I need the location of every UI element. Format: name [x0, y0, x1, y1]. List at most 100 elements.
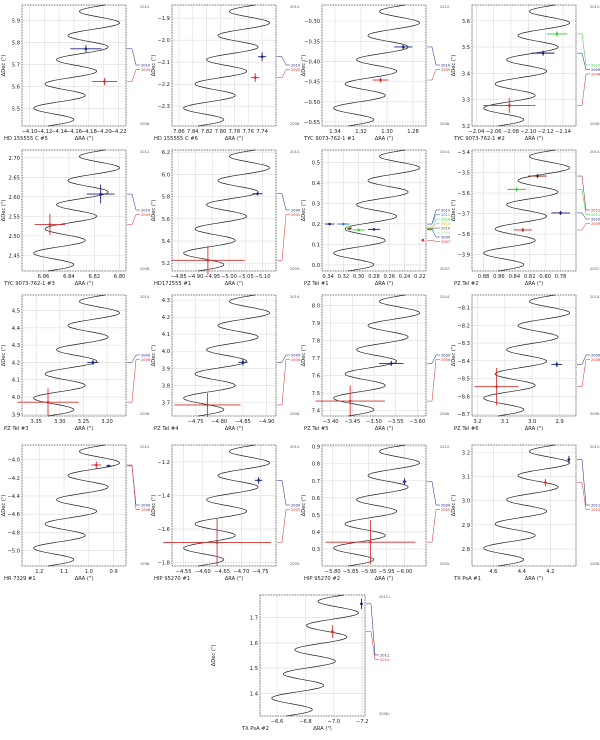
svg-text:TX PsA #1: TX PsA #1 — [453, 576, 481, 582]
svg-text:−4.20: −4.20 — [96, 129, 112, 135]
svg-text:−3.5: −3.5 — [457, 171, 470, 177]
svg-text:3.2: 3.2 — [473, 419, 481, 425]
svg-text:6.86: 6.86 — [38, 274, 50, 280]
svg-text:6.82: 6.82 — [89, 274, 101, 280]
svg-text:4.3: 4.3 — [12, 343, 20, 349]
svg-text:1.28: 1.28 — [407, 129, 419, 135]
svg-text:2009.3: 2009.3 — [291, 209, 300, 213]
svg-text:2012.0: 2012.0 — [290, 445, 300, 449]
svg-text:ΔRA ("): ΔRA (") — [525, 576, 544, 582]
svg-text:−4.80: −4.80 — [211, 419, 227, 425]
svg-text:HR 7329 #1: HR 7329 #1 — [4, 576, 36, 582]
svg-text:2012.0: 2012.0 — [140, 150, 150, 154]
chart-panel: −3.40 −3.45 −3.50 −3.55 −3.60 7.4 7.5 7.6 7.7 7.8… — [300, 290, 459, 435]
svg-text:3.2: 3.2 — [462, 450, 470, 456]
svg-text:2008.0: 2008.0 — [140, 267, 150, 271]
svg-text:−4.8: −4.8 — [7, 530, 20, 536]
svg-text:0.1: 0.1 — [312, 242, 320, 248]
svg-text:2014.0: 2014.0 — [440, 295, 450, 299]
svg-text:1.7: 1.7 — [250, 616, 258, 622]
svg-text:7.8: 7.8 — [312, 339, 320, 345]
svg-text:−2.06: −2.06 — [486, 129, 502, 135]
svg-text:−3.4: −3.4 — [457, 150, 470, 156]
svg-text:5.8: 5.8 — [12, 40, 20, 46]
svg-text:−2.2: −2.2 — [157, 82, 170, 88]
svg-text:0.78: 0.78 — [555, 274, 567, 280]
svg-text:2.70: 2.70 — [8, 156, 20, 162]
svg-text:−4.60: −4.60 — [195, 569, 211, 575]
svg-text:3.4: 3.4 — [462, 71, 471, 77]
svg-text:2009.3: 2009.3 — [441, 68, 450, 72]
svg-text:−4.0: −4.0 — [7, 458, 20, 464]
svg-text:ΔDec ("): ΔDec (") — [211, 645, 217, 667]
svg-text:−2.10: −2.10 — [520, 129, 536, 135]
svg-text:HD172555 #1: HD172555 #1 — [154, 281, 191, 287]
svg-text:ΔDec ("): ΔDec (") — [1, 200, 7, 222]
svg-text:TYC 9073-762-1 #2: TYC 9073-762-1 #2 — [453, 136, 505, 142]
svg-text:0.4: 0.4 — [312, 530, 321, 536]
svg-text:7.78: 7.78 — [229, 129, 241, 135]
svg-text:3.7: 3.7 — [162, 400, 170, 406]
svg-text:ΔRA ("): ΔRA (") — [225, 136, 244, 142]
svg-text:HD 155555 C #6: HD 155555 C #6 — [154, 136, 198, 142]
svg-text:7.5: 7.5 — [312, 391, 320, 397]
svg-text:2011.7: 2011.7 — [380, 654, 390, 658]
svg-text:2006.8(C): 2006.8(C) — [591, 358, 600, 362]
svg-text:2.9: 2.9 — [555, 419, 563, 425]
svg-text:2006.4(H): 2006.4(H) — [591, 73, 600, 77]
svg-text:−5.85: −5.85 — [343, 569, 359, 575]
svg-text:5.7: 5.7 — [12, 62, 20, 68]
svg-text:4.4: 4.4 — [518, 569, 527, 575]
svg-text:2006.8(C): 2006.8(C) — [141, 358, 150, 362]
svg-text:2010.4: 2010.4 — [441, 218, 450, 222]
chart-panel: 0.88 0.86 0.84 0.82 0.80 0.78 −3.4 −3.5 −3.6 −3.7… — [450, 145, 600, 290]
svg-text:2011.7: 2011.7 — [591, 504, 600, 508]
svg-text:−3.6: −3.6 — [457, 191, 470, 197]
svg-text:0.22: 0.22 — [414, 274, 426, 280]
chart-panel: −2.04 −2.06 −2.08 −2.10 −2.12 −2.14 3.2 3.3 3.4 3… — [450, 0, 600, 145]
svg-text:3.35: 3.35 — [30, 419, 42, 425]
svg-text:0.8: 0.8 — [312, 462, 320, 468]
svg-text:7.7: 7.7 — [312, 356, 320, 362]
svg-text:−2.1: −2.1 — [157, 60, 170, 66]
svg-text:2.50: 2.50 — [8, 234, 20, 240]
chart-panel: 3.35 3.30 3.25 3.20 3.9 4.0 4.1 4.2 4.3 4.4 4.5 200… — [0, 290, 159, 435]
svg-text:2010.4: 2010.4 — [591, 64, 600, 68]
svg-text:2012.0: 2012.0 — [290, 150, 300, 154]
svg-text:ΔDec ("): ΔDec (") — [301, 55, 307, 77]
svg-text:1.1: 1.1 — [60, 569, 68, 575]
svg-text:2012.0: 2012.0 — [440, 5, 450, 9]
svg-text:−2.04: −2.04 — [468, 129, 485, 135]
svg-text:3.20: 3.20 — [101, 419, 113, 425]
svg-text:−4.65: −4.65 — [214, 569, 230, 575]
svg-text:2012.3: 2012.3 — [591, 209, 600, 213]
svg-text:−4.16: −4.16 — [66, 129, 82, 135]
svg-text:−5.00: −5.00 — [221, 274, 237, 280]
svg-text:2012.0: 2012.0 — [590, 5, 600, 9]
svg-text:−1.8: −1.8 — [157, 561, 170, 567]
svg-text:2009.3: 2009.3 — [441, 354, 450, 358]
chart-panel: 1.34 1.32 1.30 1.28 −0.30 −0.35 −0.40 −0.45 −0.5… — [300, 0, 454, 145]
svg-text:TX PsA #2: TX PsA #2 — [241, 726, 269, 732]
svg-text:−0.35: −0.35 — [304, 39, 320, 45]
svg-text:−2.3: −2.3 — [157, 104, 170, 110]
svg-text:−3.7: −3.7 — [457, 212, 470, 218]
svg-text:ΔRA ("): ΔRA (") — [225, 426, 244, 432]
svg-text:−6.00: −6.00 — [397, 569, 413, 575]
svg-text:ΔRA ("): ΔRA (") — [525, 136, 544, 142]
svg-text:5.4: 5.4 — [162, 239, 171, 245]
svg-text:−0.50: −0.50 — [304, 100, 320, 106]
chart-panel: −4.10 −4.12 −4.14 −4.16 −4.18 −4.20 −4.22 5.5 5.… — [0, 0, 154, 145]
svg-text:−4.12: −4.12 — [36, 129, 52, 135]
svg-text:3.9: 3.9 — [162, 366, 170, 372]
svg-text:7.6: 7.6 — [312, 374, 320, 380]
svg-text:ΔRA ("): ΔRA (") — [75, 136, 94, 142]
svg-text:PZ Tel #3: PZ Tel #3 — [4, 426, 29, 432]
svg-text:5.5: 5.5 — [12, 106, 20, 112]
svg-text:−4.22: −4.22 — [111, 129, 127, 135]
svg-text:PZ Tel #5: PZ Tel #5 — [304, 426, 329, 432]
svg-text:0.0: 0.0 — [312, 263, 320, 269]
svg-text:1998.0: 1998.0 — [140, 562, 150, 566]
svg-text:2011.3: 2011.3 — [441, 213, 450, 217]
svg-text:−5.05: −5.05 — [238, 274, 254, 280]
